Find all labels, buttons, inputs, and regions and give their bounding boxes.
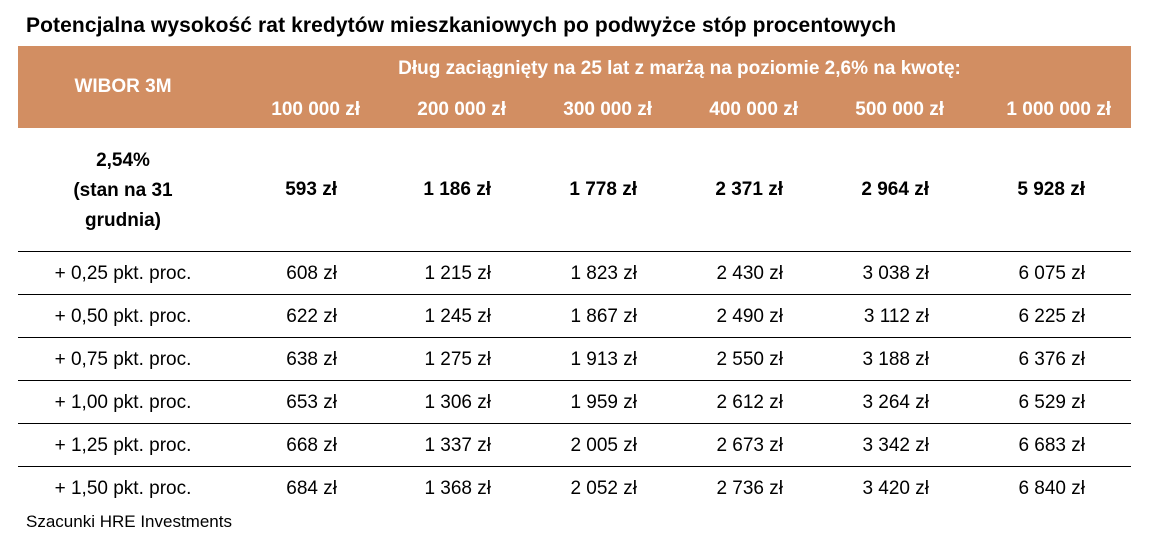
amount-header: 500 000 zł bbox=[855, 99, 944, 120]
table-cell: 3 112 zł bbox=[863, 306, 929, 327]
table-cell: 1 215 zł bbox=[424, 263, 491, 284]
source-note: Szacunki HRE Investments bbox=[26, 512, 232, 531]
loan-description-header: Dług zaciągnięty na 25 lat z marżą na po… bbox=[398, 58, 961, 79]
table-row: + 0,25 pkt. proc. 608 zł 1 215 zł 1 823 … bbox=[18, 252, 1131, 295]
row-label-line: 2,54% bbox=[96, 150, 150, 171]
table-cell: 1 245 zł bbox=[424, 306, 491, 327]
row-label: + 0,25 pkt. proc. bbox=[54, 263, 192, 284]
row-label-line: (stan na 31 bbox=[73, 180, 173, 201]
table-row: + 1,50 pkt. proc. 684 zł 1 368 zł 2 052 … bbox=[18, 467, 1131, 509]
amount-header: 100 000 zł bbox=[271, 99, 360, 120]
table-cell: 2 612 zł bbox=[716, 392, 783, 413]
rates-table: WIBOR 3M Dług zaciągnięty na 25 lat z ma… bbox=[18, 46, 1131, 509]
table-cell: 3 342 zł bbox=[862, 435, 929, 456]
table-header: WIBOR 3M Dług zaciągnięty na 25 lat z ma… bbox=[18, 46, 1131, 128]
table-cell: 1 275 zł bbox=[424, 349, 491, 370]
table-cell: 5 928 zł bbox=[1017, 179, 1085, 200]
table-cell: 653 zł bbox=[286, 392, 337, 413]
table-cell: 593 zł bbox=[285, 179, 337, 200]
table-cell: 2 052 zł bbox=[570, 478, 637, 499]
table-cell: 2 736 zł bbox=[716, 478, 783, 499]
amount-header: 200 000 zł bbox=[417, 99, 506, 120]
table-cell: 6 376 zł bbox=[1018, 349, 1085, 370]
table-cell: 668 zł bbox=[286, 435, 337, 456]
table-cell: 2 673 zł bbox=[716, 435, 783, 456]
table-cell: 6 683 zł bbox=[1018, 435, 1085, 456]
table-cell: 1 913 zł bbox=[570, 349, 637, 370]
row-label: + 1,00 pkt. proc. bbox=[54, 392, 192, 413]
table-cell: 2 964 zł bbox=[861, 179, 929, 200]
table-cell: 1 337 zł bbox=[424, 435, 491, 456]
table-cell: 638 zł bbox=[286, 349, 337, 370]
table-row: + 1,25 pkt. proc. 668 zł 1 337 zł 2 005 … bbox=[18, 424, 1131, 467]
table-row: + 0,75 pkt. proc. 638 zł 1 275 zł 1 913 … bbox=[18, 338, 1131, 381]
table-cell: 1 306 zł bbox=[424, 392, 491, 413]
table-cell: 1 186 zł bbox=[423, 179, 491, 200]
table-cell: 2 430 zł bbox=[716, 263, 783, 284]
table-cell: 1 959 zł bbox=[570, 392, 637, 413]
table-cell: 6 840 zł bbox=[1018, 478, 1085, 499]
table-cell: 1 778 zł bbox=[569, 179, 637, 200]
table-cell: 1 867 zł bbox=[570, 306, 637, 327]
table-row: + 0,50 pkt. proc. 622 zł 1 245 zł 1 867 … bbox=[18, 295, 1131, 338]
table-row: + 1,00 pkt. proc. 653 zł 1 306 zł 1 959 … bbox=[18, 381, 1131, 424]
table-cell: 2 371 zł bbox=[715, 179, 783, 200]
table-cell: 6 529 zł bbox=[1018, 392, 1085, 413]
table-cell: 684 zł bbox=[286, 478, 337, 499]
table-row-current: 2,54% (stan na 31 grudnia) 593 zł 1 186 … bbox=[18, 128, 1131, 252]
amount-header: 1 000 000 zł bbox=[1006, 99, 1111, 120]
table-cell: 3 264 zł bbox=[862, 392, 929, 413]
row-label: + 1,25 pkt. proc. bbox=[54, 435, 192, 456]
row-label: + 1,50 pkt. proc. bbox=[54, 478, 192, 499]
table-cell: 3 188 zł bbox=[862, 349, 929, 370]
row-label: + 0,50 pkt. proc. bbox=[54, 306, 192, 327]
row-label: + 0,75 pkt. proc. bbox=[54, 349, 192, 370]
table-cell: 3 420 zł bbox=[862, 478, 929, 499]
page-title: Potencjalna wysokość rat kredytów mieszk… bbox=[26, 14, 897, 37]
table-cell: 1 823 zł bbox=[570, 263, 637, 284]
table-cell: 6 075 zł bbox=[1018, 263, 1085, 284]
table-cell: 2 550 zł bbox=[716, 349, 783, 370]
row-label-line: grudnia) bbox=[85, 210, 161, 231]
wibor-header: WIBOR 3M bbox=[74, 76, 172, 97]
table-cell: 6 225 zł bbox=[1018, 306, 1085, 327]
table-cell: 608 zł bbox=[286, 263, 337, 284]
table-cell: 2 005 zł bbox=[570, 435, 637, 456]
table-cell: 1 368 zł bbox=[424, 478, 491, 499]
table-cell: 3 038 zł bbox=[862, 263, 929, 284]
row-label: 2,54% (stan na 31 grudnia) bbox=[18, 146, 228, 236]
table-cell: 2 490 zł bbox=[716, 306, 783, 327]
amount-header: 300 000 zł bbox=[563, 99, 652, 120]
table-cell: 622 zł bbox=[286, 306, 337, 327]
amount-header: 400 000 zł bbox=[709, 99, 798, 120]
